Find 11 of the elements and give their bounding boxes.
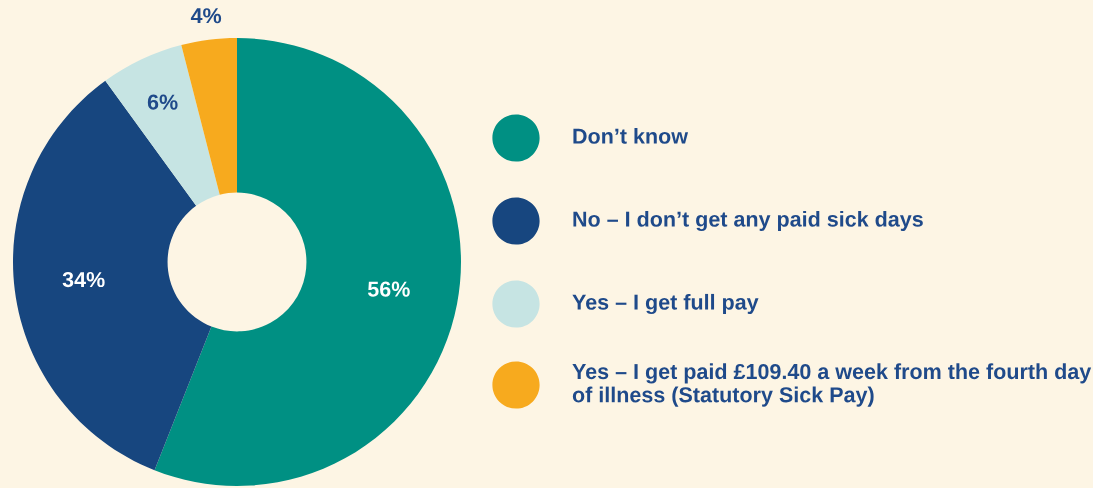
legend-label: Yes – I get paid £109.40 a week from the fourth day of illness (Statutory Sick Pay): [572, 363, 1092, 407]
donut-slice: [13, 80, 212, 471]
legend-label: Don’t know: [573, 127, 689, 144]
data-label: 34%: [62, 271, 105, 288]
donut-slice: [181, 38, 237, 195]
donut-slice: [105, 45, 220, 206]
data-label: 4%: [190, 8, 222, 24]
data-label: 56%: [367, 281, 410, 297]
legend-label: No – I don’t get any paid sick days: [573, 210, 923, 232]
legend-label: Yes – I get full pay: [572, 293, 759, 315]
data-label: 6%: [147, 94, 178, 110]
